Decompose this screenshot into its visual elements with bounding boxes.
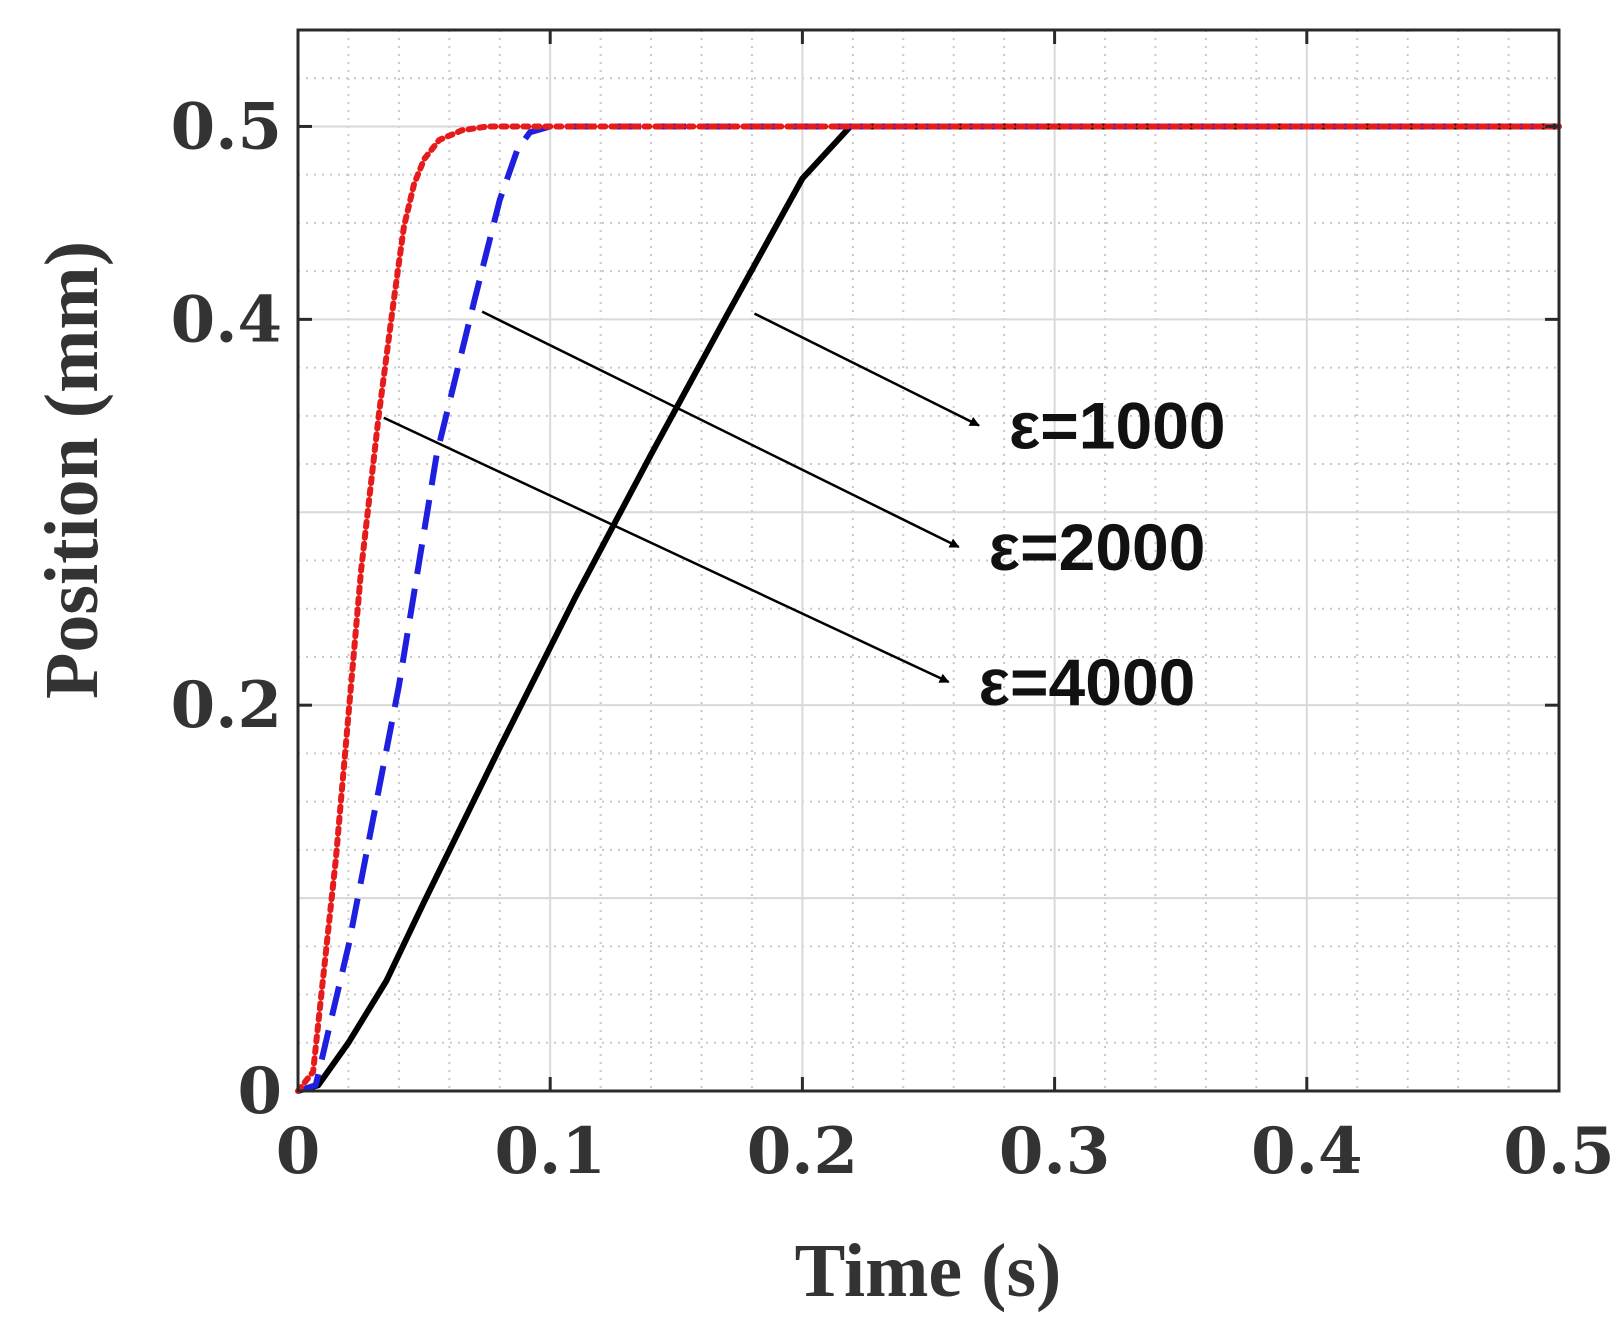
- series-line-eps-2000: [297, 123, 1559, 1094]
- x-tick-label: 0.5: [1503, 1114, 1614, 1189]
- annotation-arrow-eps-2000: [481, 310, 960, 549]
- annotations: ε=1000 ε=2000 ε=4000: [383, 310, 1226, 719]
- x-tick-label: 0.3: [999, 1114, 1110, 1189]
- annotation-arrow-eps-4000: [383, 416, 950, 684]
- y-axis-label: Position (mm): [30, 241, 114, 699]
- axes-frame: [296, 28, 1561, 1093]
- y-tick-label: 0.5: [171, 89, 282, 164]
- annotation-arrow-eps-1000: [753, 312, 980, 427]
- series-lines: [295, 123, 1562, 1094]
- x-tick-label: 0.2: [747, 1114, 858, 1189]
- annotation-label-eps-4000: ε=4000: [979, 645, 1196, 719]
- x-axis-label: Time (s): [795, 1229, 1062, 1313]
- annotation-label-eps-1000: ε=1000: [1009, 388, 1226, 462]
- x-tick-label: 0.1: [495, 1114, 606, 1189]
- x-tick-label: 0: [276, 1114, 321, 1189]
- plot-area: [298, 30, 1559, 1091]
- axis-ticks: 0 0.1 0.2 0.3 0.4 0.5 0 0.2 0.4 0.5: [171, 30, 1615, 1189]
- y-tick-label: 0.2: [171, 668, 282, 743]
- series-line-eps-4000: [295, 123, 1562, 1094]
- y-tick-label: 0.4: [171, 282, 282, 357]
- x-tick-label: 0.4: [1251, 1114, 1362, 1189]
- grid: [298, 30, 1559, 1091]
- y-tick-label: 0: [237, 1054, 282, 1129]
- annotation-label-eps-2000: ε=2000: [989, 510, 1206, 584]
